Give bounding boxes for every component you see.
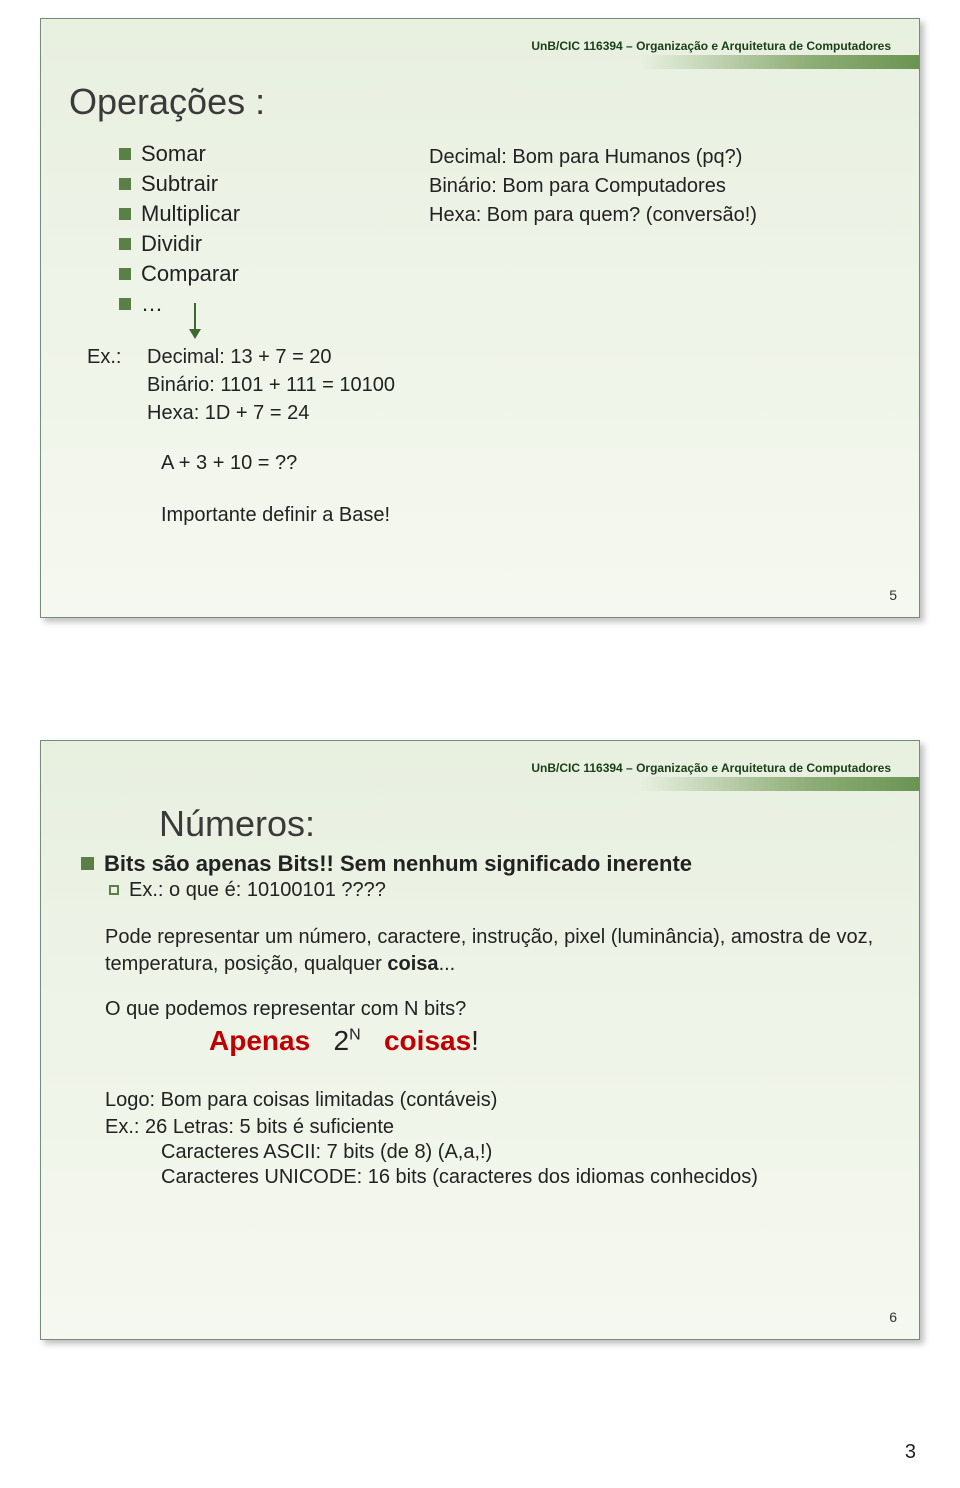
representation-para: Pode representar um número, caractere, i… — [105, 924, 891, 978]
slide-number: 6 — [889, 1309, 897, 1325]
header-gradient-bar — [639, 55, 919, 69]
right-notes: Decimal: Bom para Humanos (pq?) Binário:… — [429, 143, 757, 230]
op-item: Dividir — [119, 231, 891, 257]
header-course-text: UnB/CIC 116394 – Organização e Arquitetu… — [531, 761, 891, 775]
coisas-word: coisas — [384, 1025, 471, 1056]
base-note: Importante definir a Base! — [161, 501, 891, 529]
bullet-icon — [119, 268, 131, 280]
ex-line: Hexa: 1D + 7 = 24 — [147, 399, 395, 427]
excl: ! — [471, 1025, 479, 1056]
right-note-line: Hexa: Bom para quem? (conversão!) — [429, 201, 757, 230]
bits-line: Bits são apenas Bits!! Sem nenhum signif… — [104, 851, 692, 877]
bits-bullet: Bits são apenas Bits!! Sem nenhum signif… — [81, 851, 891, 877]
op-label: Somar — [141, 141, 206, 167]
nbits-question: O que podemos representar com N bits? — [105, 998, 891, 1021]
apenas-line: Apenas 2N coisas! — [209, 1025, 891, 1057]
slide-title-area: Números: — [159, 803, 891, 845]
op-label: Multiplicar — [141, 201, 240, 227]
op-item: … — [119, 291, 891, 317]
header-gradient-bar — [639, 777, 919, 791]
ex-sub-text: Ex.: o que é: 10100101 ???? — [129, 879, 386, 902]
logo-line: Logo: Bom para coisas limitadas (contáve… — [105, 1087, 891, 1114]
ex-line: Binário: 1101 + 111 = 10100 — [147, 371, 395, 399]
bullet-icon — [119, 148, 131, 160]
rep-tail: ... — [439, 953, 456, 975]
op-label: … — [141, 291, 163, 317]
slide-number: 5 — [889, 587, 897, 603]
right-note-line: Binário: Bom para Computadores — [429, 172, 757, 201]
two: 2 — [334, 1025, 350, 1056]
bullet-icon — [81, 857, 94, 870]
op-label: Comparar — [141, 261, 239, 287]
rep-text: Pode representar um número, caractere, i… — [105, 926, 873, 975]
op-label: Dividir — [141, 231, 202, 257]
a-line: A + 3 + 10 = ?? — [161, 449, 891, 477]
op-label: Subtrair — [141, 171, 218, 197]
ex26-line: Ex.: 26 Letras: 5 bits é suficiente — [105, 1116, 891, 1139]
slide-header: UnB/CIC 116394 – Organização e Arquitetu… — [69, 37, 891, 57]
header-course-text: UnB/CIC 116394 – Organização e Arquitetu… — [531, 39, 891, 53]
op-item: Comparar — [119, 261, 891, 287]
slide-header: UnB/CIC 116394 – Organização e Arquitetu… — [69, 759, 891, 779]
exponent-n: N — [349, 1027, 361, 1044]
slide-1-title: Operações : — [69, 81, 265, 122]
example-block: Ex.: Decimal: 13 + 7 = 20 Binário: 1101 … — [87, 343, 891, 529]
right-note-line: Decimal: Bom para Humanos (pq?) — [429, 143, 757, 172]
ex-label: Ex.: — [87, 343, 147, 427]
slide-2: UnB/CIC 116394 – Organização e Arquitetu… — [40, 740, 920, 1340]
bullet-icon — [119, 178, 131, 190]
slide-1-body: Decimal: Bom para Humanos (pq?) Binário:… — [69, 141, 891, 529]
slide-title-area: Operações : — [69, 81, 891, 123]
page-number: 3 — [905, 1441, 916, 1464]
ex-line: Decimal: 13 + 7 = 20 — [147, 343, 395, 371]
slide-2-body: Bits são apenas Bits!! Sem nenhum signif… — [69, 851, 891, 1189]
arrow-down-icon — [185, 303, 205, 339]
slide-1: UnB/CIC 116394 – Organização e Arquitetu… — [40, 18, 920, 618]
unicode-line: Caracteres UNICODE: 16 bits (caracteres … — [161, 1166, 891, 1189]
slide-2-title: Números: — [159, 803, 315, 844]
bullet-icon — [119, 208, 131, 220]
rep-bold: coisa — [387, 953, 438, 975]
sub-bullet-icon — [109, 885, 119, 895]
ex-sub-row: Ex.: o que é: 10100101 ???? — [109, 879, 891, 902]
ascii-line: Caracteres ASCII: 7 bits (de 8) (A,a,!) — [161, 1141, 891, 1164]
apenas-word: Apenas — [209, 1025, 310, 1056]
bullet-icon — [119, 298, 131, 310]
bullet-icon — [119, 238, 131, 250]
